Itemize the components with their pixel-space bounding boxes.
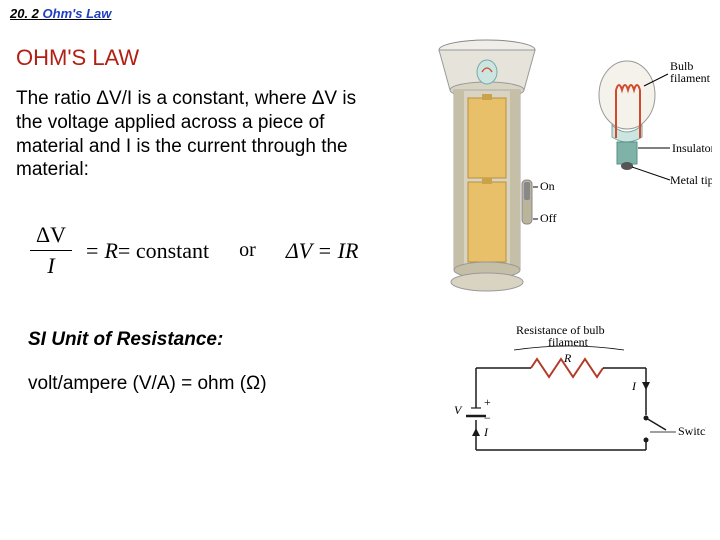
section-header: 20. 2 Ohm's Law bbox=[0, 0, 720, 27]
insulator-label: Insulator bbox=[672, 141, 712, 155]
fraction: ΔV I bbox=[30, 222, 72, 279]
section-number: 20. 2 bbox=[10, 6, 39, 21]
fraction-denominator: I bbox=[47, 251, 54, 279]
body-paragraph: The ratio ΔV/I is a constant, where ΔV i… bbox=[0, 81, 400, 192]
minus-label: − bbox=[484, 411, 491, 425]
on-label: On bbox=[540, 179, 555, 193]
or-text: or bbox=[209, 239, 286, 262]
section-title: Ohm's Law bbox=[43, 6, 112, 21]
current-left-label: I bbox=[483, 425, 489, 439]
flashlight-figure: On Off Bulb filament Insulator Metal tip bbox=[412, 30, 712, 310]
equation-rhs: ΔV = IR bbox=[286, 238, 359, 264]
bulb-filament-label: Bulb filament bbox=[670, 59, 711, 85]
constant-text: = constant bbox=[118, 238, 209, 264]
circuit-caption: Resistance of bulb filament bbox=[516, 323, 608, 349]
resistor-label: R bbox=[563, 351, 572, 365]
fraction-numerator: ΔV bbox=[30, 222, 72, 251]
metal-tip-label: Metal tip bbox=[670, 173, 712, 187]
equals-sign: = bbox=[80, 238, 104, 264]
voltage-label: V bbox=[454, 403, 463, 417]
resistance-symbol: R bbox=[104, 238, 117, 264]
off-label: Off bbox=[540, 211, 556, 225]
circuit-diagram: Resistance of bulb filament R I Switch I… bbox=[436, 320, 706, 470]
bulb-detail-icon bbox=[599, 61, 670, 180]
switch-label: Switch bbox=[678, 424, 706, 438]
plus-label: + bbox=[484, 395, 491, 409]
current-right-label: I bbox=[631, 379, 637, 393]
